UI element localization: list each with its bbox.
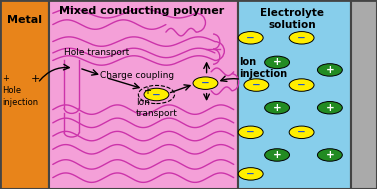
Text: −: − <box>201 78 210 88</box>
Circle shape <box>289 32 314 44</box>
Bar <box>0 0 49 189</box>
Bar <box>351 0 377 189</box>
Text: +: + <box>31 74 40 84</box>
Text: Ion
transport: Ion transport <box>136 98 178 118</box>
Text: −: − <box>152 90 161 99</box>
Text: +: + <box>143 86 151 96</box>
Text: +: + <box>273 57 282 67</box>
Text: −: − <box>246 33 255 43</box>
Circle shape <box>144 88 169 101</box>
Text: +: + <box>325 150 334 160</box>
Bar <box>238 0 351 189</box>
Text: +: + <box>273 103 282 113</box>
Text: −: − <box>297 127 306 137</box>
Circle shape <box>265 149 290 161</box>
Text: Ion
injection: Ion injection <box>239 57 288 79</box>
Text: −: − <box>246 169 255 179</box>
Circle shape <box>317 149 342 161</box>
Bar <box>49 0 238 189</box>
Circle shape <box>289 126 314 139</box>
Circle shape <box>193 77 218 89</box>
Circle shape <box>238 32 263 44</box>
Text: +: + <box>325 103 334 113</box>
Circle shape <box>265 56 290 69</box>
Text: Mixed conducting polymer: Mixed conducting polymer <box>59 6 224 16</box>
Text: +
Hole
injection: + Hole injection <box>2 74 38 107</box>
Text: Metal: Metal <box>7 15 42 25</box>
Text: −: − <box>297 80 306 90</box>
Circle shape <box>265 101 290 114</box>
Text: +: + <box>325 65 334 75</box>
Circle shape <box>244 79 269 91</box>
Circle shape <box>289 79 314 91</box>
Text: Charge coupling: Charge coupling <box>100 71 174 80</box>
Text: −: − <box>252 80 261 90</box>
Text: −: − <box>246 127 255 137</box>
Circle shape <box>317 64 342 76</box>
Circle shape <box>238 168 263 180</box>
Text: +: + <box>273 150 282 160</box>
Text: Hole transport: Hole transport <box>64 48 129 57</box>
Circle shape <box>238 126 263 139</box>
Circle shape <box>317 101 342 114</box>
Text: −: − <box>297 33 306 43</box>
Text: Electrolyte
solution: Electrolyte solution <box>260 8 324 30</box>
